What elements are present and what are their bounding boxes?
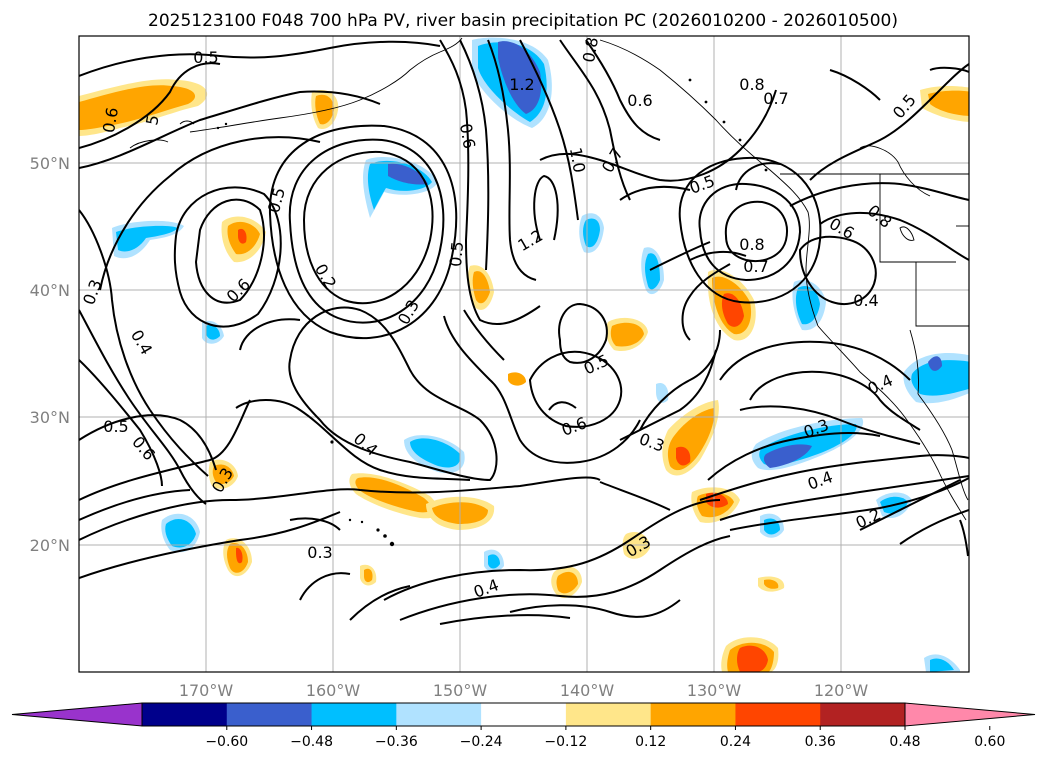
colorbar-segment: [735, 703, 821, 726]
colorbar-tick-label: −0.24: [460, 734, 503, 750]
colorbar-tick-label: 0.60: [974, 734, 1005, 750]
map-frame: [78, 35, 970, 673]
colorbar-tick-label: 0.48: [889, 734, 920, 750]
lat-axis-labels: 50°N 40°N 30°N 20°N: [30, 154, 70, 555]
colorbar-segment: [650, 703, 736, 726]
colorbar-segment: [396, 703, 482, 726]
contour-label: 0.4: [853, 291, 878, 310]
colorbar-tick-label: 0.36: [805, 734, 836, 750]
colorbar-segment: [565, 703, 652, 726]
coastlines: [129, 37, 969, 521]
contour-label: 0.5: [446, 241, 467, 268]
shading-positive: [79, 79, 969, 672]
colorbar-tick-label: 0.12: [635, 734, 666, 750]
colorbar-segment: [226, 703, 313, 726]
lon-label: 140°W: [560, 681, 615, 700]
colorbar-segment: [481, 703, 567, 726]
contour-label: 0.8: [739, 75, 764, 94]
colorbar: −0.60 −0.48 −0.36 −0.24 −0.12 0.12 0.24 0.36 0.4…: [11, 702, 1036, 750]
colorbar-extend-high: [904, 702, 1036, 727]
map-area: 0.5 0.6 5 1.2 0.8 0.6 0.8 0.7 0.5 0.6 1.…: [79, 36, 969, 672]
colorbar-tick-label: −0.48: [290, 734, 333, 750]
contour-label: 0.6: [456, 122, 479, 150]
colorbar-segment: [311, 703, 397, 726]
colorbar-segment: [820, 703, 906, 726]
contour-label: 1.0: [566, 146, 589, 174]
contour-label: 0.8: [579, 36, 602, 64]
lat-label: 50°N: [30, 154, 70, 173]
lat-label: 40°N: [30, 281, 70, 300]
lon-label: 160°W: [306, 681, 361, 700]
lon-label: 170°W: [179, 681, 234, 700]
contour-label: 5: [142, 113, 162, 126]
lon-label: 150°W: [433, 681, 488, 700]
islands: [216, 78, 768, 547]
lat-label: 30°N: [30, 408, 70, 427]
contour-label: 0.6: [99, 106, 122, 134]
lon-label: 120°W: [814, 681, 869, 700]
lon-label: 130°W: [687, 681, 742, 700]
pv-contours: [79, 39, 969, 625]
contour-label: 0.5: [193, 48, 218, 67]
colorbar-tick-label: −0.12: [544, 734, 587, 750]
contour-label: 0.8: [739, 235, 764, 254]
colorbar-tick-label: 0.24: [720, 734, 751, 750]
colorbar-extend-low: [11, 702, 143, 727]
contour-label: 0.3: [307, 543, 332, 562]
colorbar-tick-label: −0.36: [375, 734, 418, 750]
map-title: 2025123100 F048 700 hPa PV, river basin …: [148, 11, 898, 31]
lon-axis-labels: 170°W 160°W 150°W 140°W 130°W 120°W: [179, 681, 869, 700]
contour-label: 0.7: [763, 89, 788, 108]
contour-label: 0.7: [743, 257, 768, 276]
colorbar-outline: [141, 702, 906, 727]
contour-label: 0.6: [627, 91, 652, 110]
contour-label: 1.2: [509, 75, 534, 94]
lat-label: 20°N: [30, 536, 70, 555]
contour-label: 0.5: [103, 417, 128, 436]
colorbar-segment: [142, 703, 228, 726]
colorbar-tick-label: −0.60: [205, 734, 248, 750]
